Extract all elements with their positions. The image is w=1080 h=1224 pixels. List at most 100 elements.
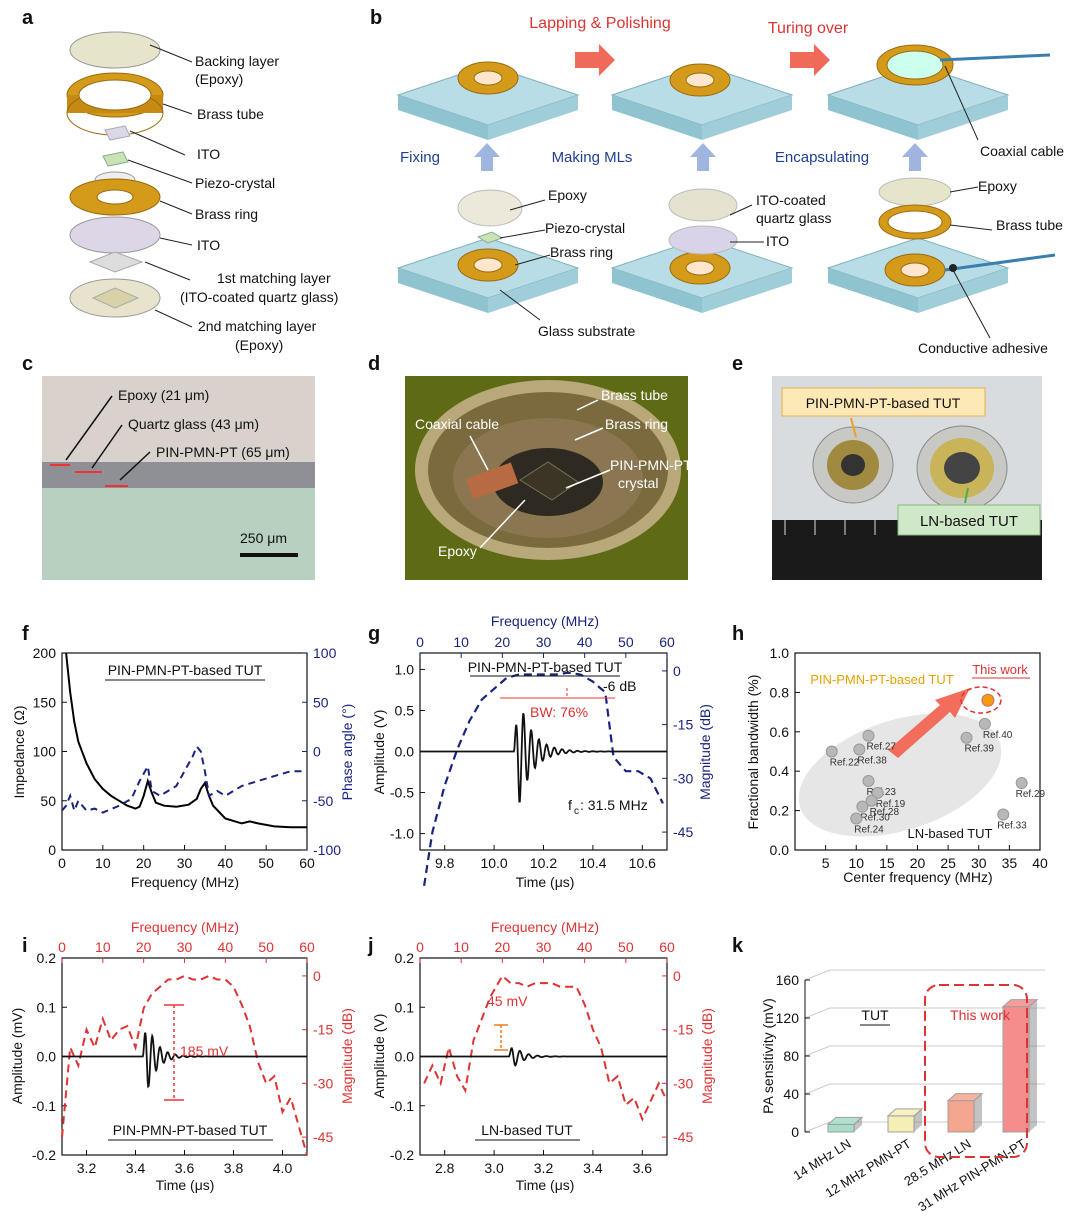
substrate-2-side bbox=[612, 95, 702, 140]
tick-label: 0.0 bbox=[770, 842, 790, 858]
tick-label: 0 bbox=[791, 1124, 799, 1140]
d-label: PIN-PMN-PT bbox=[610, 457, 692, 473]
point-label: Ref.38 bbox=[857, 756, 887, 767]
chart-title: PIN-PMN-PT-based TUT bbox=[468, 659, 623, 675]
d-label: Coaxial cable bbox=[415, 416, 499, 432]
point-label: Ref.33 bbox=[997, 821, 1027, 832]
photo-c-top bbox=[42, 376, 315, 464]
bar bbox=[827, 1123, 855, 1133]
tick-label: 40 bbox=[577, 634, 593, 650]
substrate-5-side2 bbox=[702, 268, 792, 313]
ln-region bbox=[798, 713, 1002, 837]
magnitude-curve bbox=[61, 974, 308, 1156]
tick-label: 200 bbox=[33, 645, 57, 661]
tick-label: 10.6 bbox=[629, 855, 656, 871]
axis-label: Time (μs) bbox=[516, 874, 575, 890]
scatter-point bbox=[997, 808, 1010, 821]
legend-label: This work bbox=[972, 662, 1028, 677]
leader-line bbox=[499, 229, 546, 239]
tube-top-3-inner bbox=[886, 50, 944, 80]
ring-bot-3-hole bbox=[900, 262, 930, 278]
leader-line bbox=[574, 427, 604, 441]
tick-label: -45 bbox=[673, 1129, 693, 1145]
arrow-mls bbox=[690, 143, 716, 171]
tick-label: -15 bbox=[673, 717, 693, 733]
tick-label: 150 bbox=[33, 694, 57, 710]
axis-label: Time (μs) bbox=[516, 1177, 575, 1193]
panel-e: PIN-PMN-PT-based TUT LN-based TUT bbox=[772, 376, 1042, 580]
tick-label: 0.4 bbox=[770, 763, 790, 779]
scatter-point bbox=[825, 745, 838, 758]
label-box-ln bbox=[897, 504, 1041, 536]
photo-c-bottom bbox=[42, 488, 315, 580]
arrow-encap bbox=[902, 143, 928, 171]
layer-label: Brass tube bbox=[197, 106, 264, 122]
tick-label: -15 bbox=[313, 1022, 333, 1038]
tick-label: 10 bbox=[453, 939, 469, 955]
leader-line bbox=[154, 309, 193, 328]
tick-label: 50 bbox=[258, 939, 274, 955]
annotation: 45 mV bbox=[487, 993, 528, 1009]
b-label: Glass substrate bbox=[538, 323, 635, 339]
tick-label: 50 bbox=[618, 939, 634, 955]
panel-d: Brass tube Brass ring Coaxial cable PIN-PMN… bbox=[405, 376, 692, 580]
step-label: Making MLs bbox=[552, 149, 633, 166]
axis-label: Magnitude (dB) bbox=[699, 1008, 715, 1104]
brass-tube-b-hole bbox=[887, 210, 943, 234]
tick-label: 10 bbox=[95, 855, 111, 871]
tick-label: -45 bbox=[673, 824, 693, 840]
tick-label: 50 bbox=[618, 634, 634, 650]
tick-label: 60 bbox=[299, 855, 315, 871]
ring-top-1-hole bbox=[473, 70, 503, 86]
tick-label: 50 bbox=[40, 793, 56, 809]
tick-label: 80 bbox=[783, 1048, 799, 1064]
point-label: Ref.29 bbox=[1016, 789, 1046, 800]
legend-label: This work bbox=[950, 1007, 1011, 1023]
tick-label: 3.0 bbox=[484, 1160, 504, 1176]
arrow-fixing bbox=[474, 143, 500, 171]
annotation: c bbox=[574, 806, 579, 817]
substrate-6-side2 bbox=[918, 268, 1008, 313]
layer-disk bbox=[69, 31, 161, 69]
panel-h: 5 10 15 20 25 30 35 400.00.20.40.60.81.0Ref.22R… bbox=[745, 645, 1048, 885]
grid-diag bbox=[804, 1083, 831, 1095]
label-box-pin bbox=[781, 387, 986, 417]
leader-line bbox=[65, 395, 113, 461]
tick-label: 10.0 bbox=[480, 855, 507, 871]
tick-label: 0 bbox=[313, 968, 321, 984]
axis-label: Amplitude (V) bbox=[371, 710, 387, 795]
tick-label: 120 bbox=[776, 1010, 800, 1026]
substrate-1-side bbox=[398, 95, 488, 140]
tick-label: 40 bbox=[783, 1086, 799, 1102]
layer-label: (Epoxy) bbox=[195, 71, 243, 87]
amplitude-signal bbox=[420, 712, 667, 803]
tick-label: 3.4 bbox=[126, 1160, 146, 1176]
tick-label: 0 bbox=[58, 855, 66, 871]
tick-label: 0 bbox=[673, 663, 681, 679]
layer-label: Backing layer bbox=[195, 53, 279, 69]
layer-label: Brass ring bbox=[195, 206, 258, 222]
tick-label: 40 bbox=[1032, 855, 1048, 871]
arrow-lapping bbox=[575, 44, 615, 76]
panel-c: Epoxy (21 μm) Quartz glass (43 μm) PIN-PMN… bbox=[42, 376, 315, 580]
chart-title: PIN-PMN-PT-based TUT bbox=[113, 1122, 268, 1138]
panel-letter: i bbox=[22, 935, 28, 957]
piezo-crystal bbox=[102, 151, 129, 167]
substrate-3-side bbox=[828, 95, 918, 140]
tick-label: -15 bbox=[673, 1022, 693, 1038]
tick-label: 35 bbox=[1002, 855, 1018, 871]
leader-line bbox=[162, 103, 193, 115]
point-label: Ref.27 bbox=[867, 742, 897, 753]
leader-line bbox=[149, 44, 193, 63]
e-label: LN-based TUT bbox=[920, 513, 1018, 530]
coax bbox=[465, 462, 519, 500]
layer-label: ITO bbox=[197, 146, 220, 162]
scatter-point bbox=[960, 731, 973, 744]
tick-label: -45 bbox=[313, 1129, 333, 1145]
legend-label: TUT bbox=[861, 1007, 889, 1023]
tick-label: -30 bbox=[673, 770, 693, 786]
tick-label: 10 bbox=[453, 634, 469, 650]
annotation: : 31.5 MHz bbox=[580, 797, 648, 813]
tick-label: -1.0 bbox=[390, 826, 414, 842]
